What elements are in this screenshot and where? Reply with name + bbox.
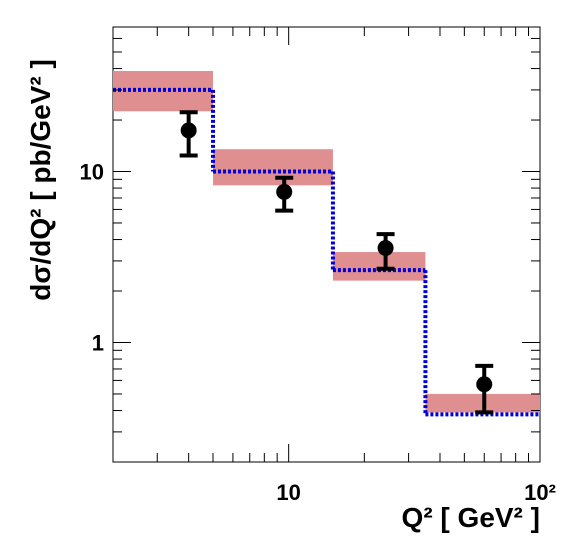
y-tick-label: 10 xyxy=(80,159,104,184)
data-point xyxy=(377,239,394,256)
x-tick-label: 10² xyxy=(524,480,556,505)
y-tick-label: 1 xyxy=(92,330,104,355)
x-tick-label: 10 xyxy=(276,480,300,505)
data-point xyxy=(476,376,493,393)
y-axis-label: dσ/dQ² [ pb/GeV² ] xyxy=(25,59,56,301)
uncertainty-band xyxy=(332,252,426,281)
data-point xyxy=(180,122,197,139)
uncertainty-band xyxy=(213,149,333,186)
x-axis-label: Q² [ GeV² ] xyxy=(402,502,540,533)
plot-frame xyxy=(112,26,541,463)
data-point xyxy=(276,183,293,200)
